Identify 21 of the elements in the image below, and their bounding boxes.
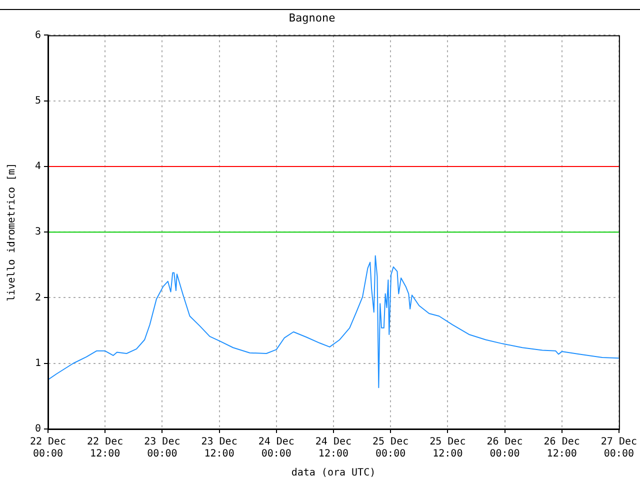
x-tick-label: 23 Dec 12:00 — [201, 436, 238, 460]
y-tick-label: 2 — [34, 292, 41, 304]
y-axis-title: livello idrometrico [m] — [6, 162, 18, 302]
x-tick-label: 22 Dec 00:00 — [30, 436, 66, 460]
x-tick-label: 26 Dec 12:00 — [544, 436, 580, 460]
x-tick-label: 27 Dec 00:00 — [600, 436, 637, 460]
x-tick-label: 23 Dec 00:00 — [144, 436, 180, 460]
x-axis-title: data (ora UTC) — [291, 468, 376, 479]
x-tick-label: 25 Dec 00:00 — [372, 436, 409, 460]
y-tick-label: 6 — [34, 30, 41, 41]
x-tick-label: 24 Dec 12:00 — [315, 436, 352, 460]
x-tick-label: 24 Dec 00:00 — [258, 436, 294, 460]
y-tick-label: 3 — [34, 226, 41, 238]
x-tick-label: 26 Dec 00:00 — [486, 436, 523, 460]
y-tick-label: 5 — [34, 95, 41, 106]
y-tick-label: 4 — [34, 161, 41, 172]
x-tick-label: 22 Dec 12:00 — [87, 436, 124, 460]
y-tick-label: 0 — [34, 424, 41, 435]
x-tick-label: 25 Dec 12:00 — [430, 436, 466, 460]
chart-title: Bagnone — [288, 11, 336, 24]
y-tick-label: 1 — [34, 358, 41, 369]
